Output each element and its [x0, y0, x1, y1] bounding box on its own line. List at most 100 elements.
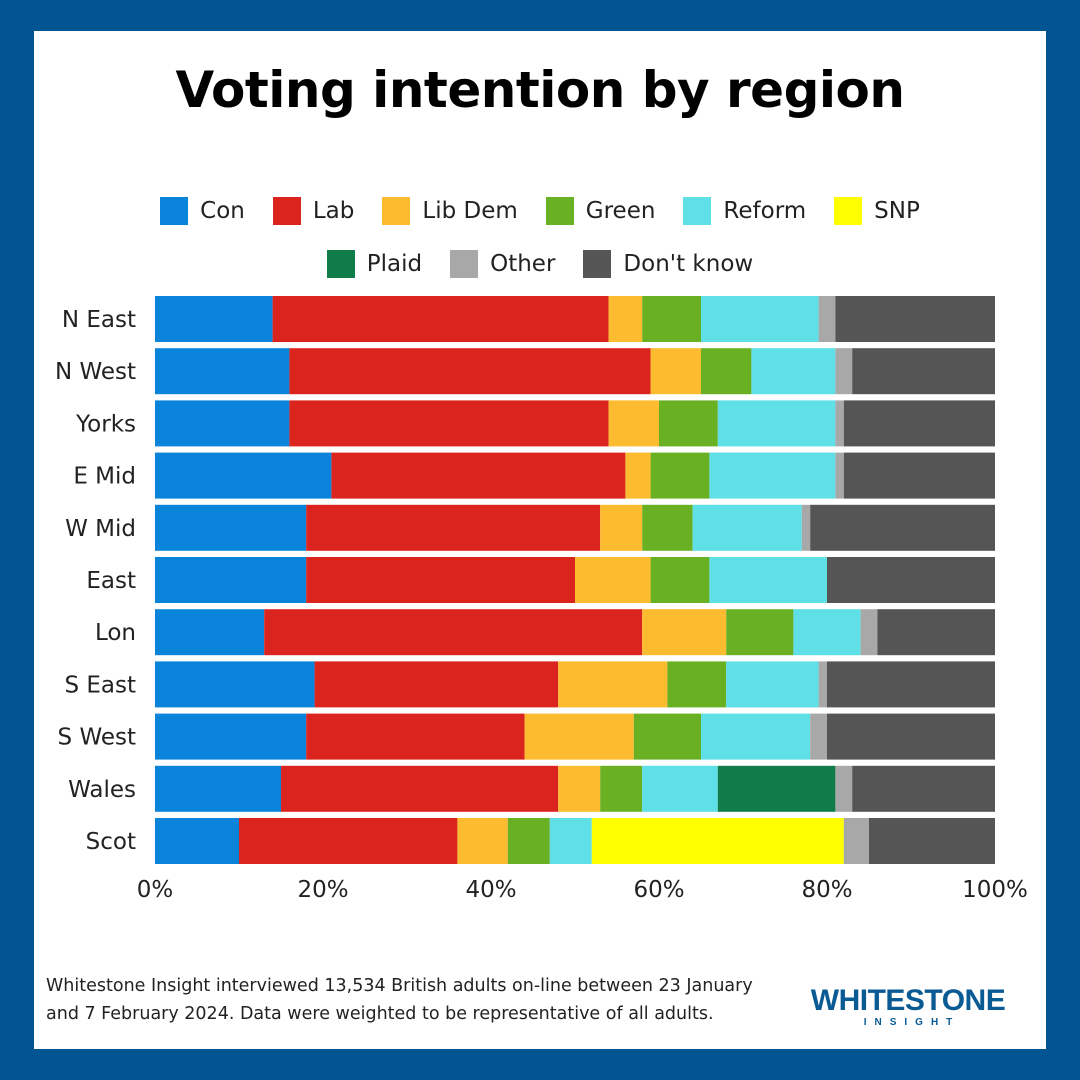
row-label-e-mid: E Mid — [73, 464, 136, 490]
bar-row-n-east — [155, 296, 995, 342]
row-label-wales: Wales — [68, 777, 136, 803]
bar-segment-n-east-reform — [701, 296, 819, 342]
bar-segment-east-reform — [709, 557, 827, 603]
legend-item-plaid: Plaid — [326, 249, 423, 279]
x-tick-label-1: 20% — [297, 877, 348, 903]
bar-segment-e-mid-green — [650, 452, 710, 499]
bar-row-s-west — [155, 713, 995, 760]
bar-segment-yorks-lib-dem — [608, 400, 659, 447]
x-tick-label-0: 0% — [137, 877, 174, 903]
row-label-yorks: Yorks — [75, 411, 136, 437]
bar-segment-lon-green — [726, 609, 794, 656]
legend-item-lab: Lab — [272, 196, 354, 226]
legend-swatch-green — [545, 197, 574, 225]
bar-segment-s-east-don-t-know — [827, 661, 995, 708]
legend-swatch-lib-dem — [382, 197, 411, 225]
bar-segment-w-mid-lab — [306, 504, 601, 551]
bar-segment-lon-reform — [793, 609, 861, 656]
bar-segment-east-lab — [306, 557, 575, 603]
bar-segment-n-west-green — [701, 348, 752, 395]
bar-row-n-west — [155, 348, 995, 395]
bar-segment-n-west-con — [155, 348, 290, 395]
bar-segment-s-west-lib-dem — [524, 713, 634, 760]
bar-row-yorks — [155, 400, 995, 447]
legend-swatch-other — [450, 250, 479, 278]
bar-segment-s-west-don-t-know — [827, 713, 995, 760]
bar-segment-n-east-lab — [272, 296, 609, 342]
legend-item-reform: Reform — [683, 196, 806, 226]
row-label-n-west: N West — [55, 359, 136, 385]
bar-segment-east-don-t-know — [827, 557, 995, 603]
legend-swatch-reform — [683, 197, 712, 225]
legend-label-plaid: Plaid — [366, 251, 423, 277]
legend-label-green: Green — [585, 198, 656, 224]
row-label-n-east: N East — [62, 307, 136, 333]
bar-segment-e-mid-lab — [331, 452, 626, 499]
row-label-s-west: S West — [58, 725, 136, 751]
bar-row-e-mid — [155, 452, 995, 499]
bar-row-east — [155, 557, 995, 603]
bar-segment-w-mid-green — [642, 504, 693, 551]
bar-segment-lon-lab — [264, 609, 643, 656]
legend-label-lib-dem: Lib Dem — [422, 198, 518, 224]
legend-swatch-lab — [272, 197, 301, 225]
row-label-lon: Lon — [95, 620, 136, 646]
bar-segment-e-mid-con — [155, 452, 332, 499]
legend: Con Lab Lib Dem Green Reform SNP — [0, 196, 1080, 226]
bar-segment-wales-other — [835, 765, 853, 812]
bar-segment-wales-plaid — [717, 765, 836, 812]
bar-segment-yorks-lab — [289, 400, 609, 447]
bar-segment-e-mid-reform — [709, 452, 836, 499]
x-tick-label-4: 80% — [801, 877, 852, 903]
bar-segment-s-east-lib-dem — [558, 661, 668, 708]
bar-segment-yorks-con — [155, 400, 290, 447]
row-label-s-east: S East — [64, 672, 136, 698]
bar-segment-e-mid-other — [835, 452, 844, 499]
footnote-line-2: and 7 February 2024. Data were weighted … — [46, 1004, 714, 1024]
bar-segment-n-west-reform — [751, 348, 836, 395]
bar-segment-lon-don-t-know — [877, 609, 995, 656]
bar-segment-n-west-don-t-know — [852, 348, 995, 395]
bar-segment-yorks-green — [659, 400, 718, 447]
legend-label-other: Other — [490, 251, 556, 277]
bar-segment-s-west-green — [633, 713, 701, 760]
bar-segment-wales-don-t-know — [852, 765, 995, 812]
x-tick-label-5: 100% — [962, 877, 1028, 903]
bar-segment-s-west-lab — [306, 713, 525, 760]
bar-segment-wales-con — [155, 765, 281, 812]
legend-label-don-t-know: Don't know — [623, 251, 754, 277]
x-tick-label-3: 60% — [633, 877, 684, 903]
bar-segment-n-east-green — [642, 296, 701, 342]
whitestone-logo: WHITESTONE INSIGHT — [808, 985, 1008, 1028]
bar-segment-w-mid-don-t-know — [810, 504, 995, 551]
bar-segment-scot-snp — [591, 818, 844, 864]
bar-row-lon — [155, 609, 995, 656]
legend-item-snp: SNP — [834, 196, 920, 226]
bar-segment-w-mid-reform — [692, 504, 802, 551]
x-tick-label-2: 40% — [465, 877, 516, 903]
bar-segment-scot-con — [155, 818, 239, 864]
logo-wordmark: WHITESTONE — [810, 984, 1006, 1017]
bar-segment-w-mid-con — [155, 504, 307, 551]
bar-row-s-east — [155, 661, 995, 708]
bar-segment-scot-lab — [239, 818, 458, 864]
bar-segment-scot-don-t-know — [869, 818, 995, 864]
chart-title: Voting intention by region — [175, 61, 905, 119]
bar-segment-w-mid-other — [801, 504, 811, 551]
footnote: Whitestone Insight interviewed 13,534 Br… — [46, 972, 770, 1032]
legend-item-con: Con — [160, 196, 245, 226]
bar-segment-scot-other — [843, 818, 869, 864]
bar-segment-s-west-con — [155, 713, 307, 760]
bar-segment-n-east-lib-dem — [608, 296, 643, 342]
bar-segment-wales-green — [600, 765, 643, 812]
bar-segment-n-west-lib-dem — [650, 348, 701, 395]
legend-swatch-plaid — [326, 250, 355, 278]
bar-segment-s-east-con — [155, 661, 315, 708]
legend-item-other: Other — [450, 249, 555, 279]
bar-row-w-mid — [155, 504, 995, 551]
bar-segment-scot-lib-dem — [457, 818, 508, 864]
bar-segment-n-east-con — [155, 296, 273, 342]
bar-segment-east-green — [650, 557, 710, 603]
logo-subtitle: INSIGHT — [863, 1017, 961, 1028]
